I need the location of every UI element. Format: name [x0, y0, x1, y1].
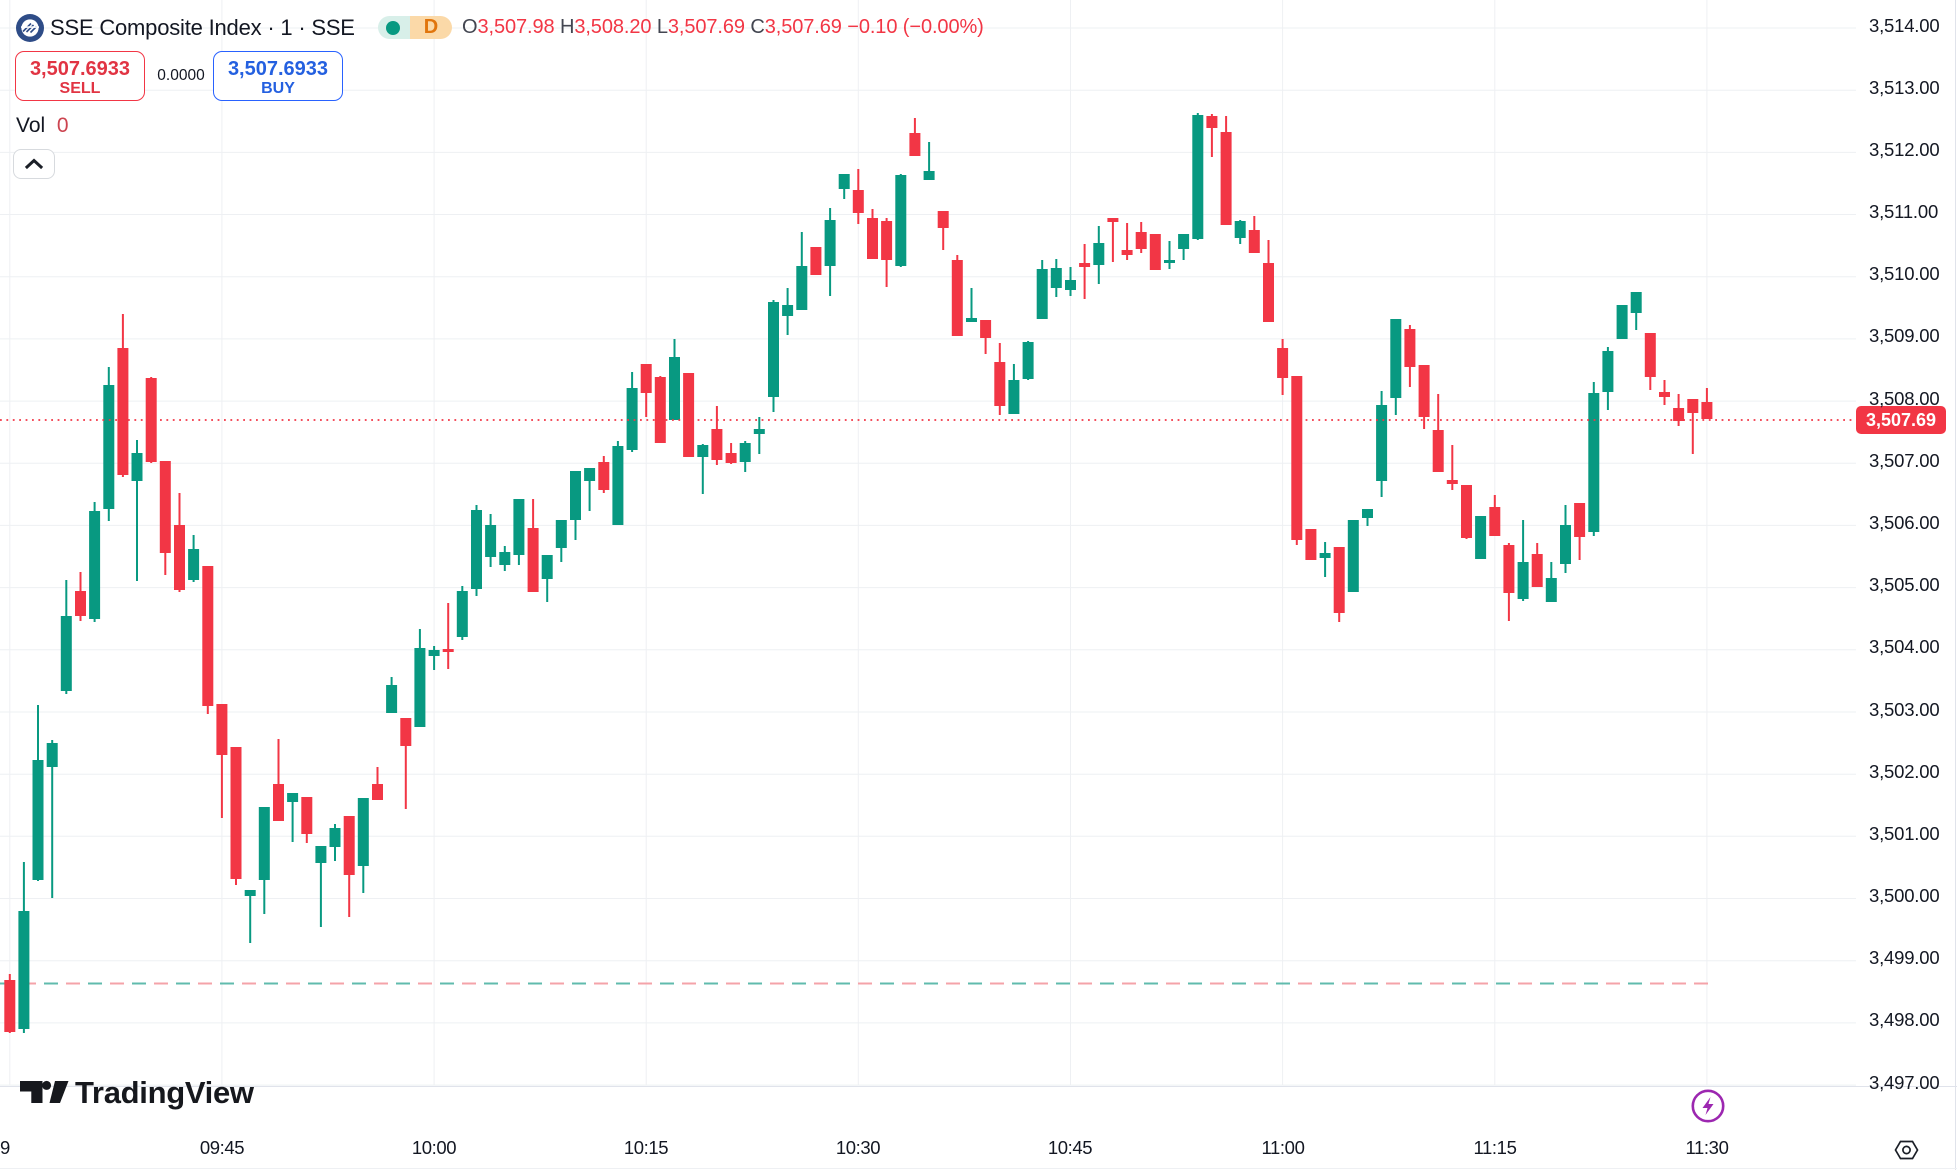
svg-text:TradingView: TradingView: [75, 1080, 255, 1110]
